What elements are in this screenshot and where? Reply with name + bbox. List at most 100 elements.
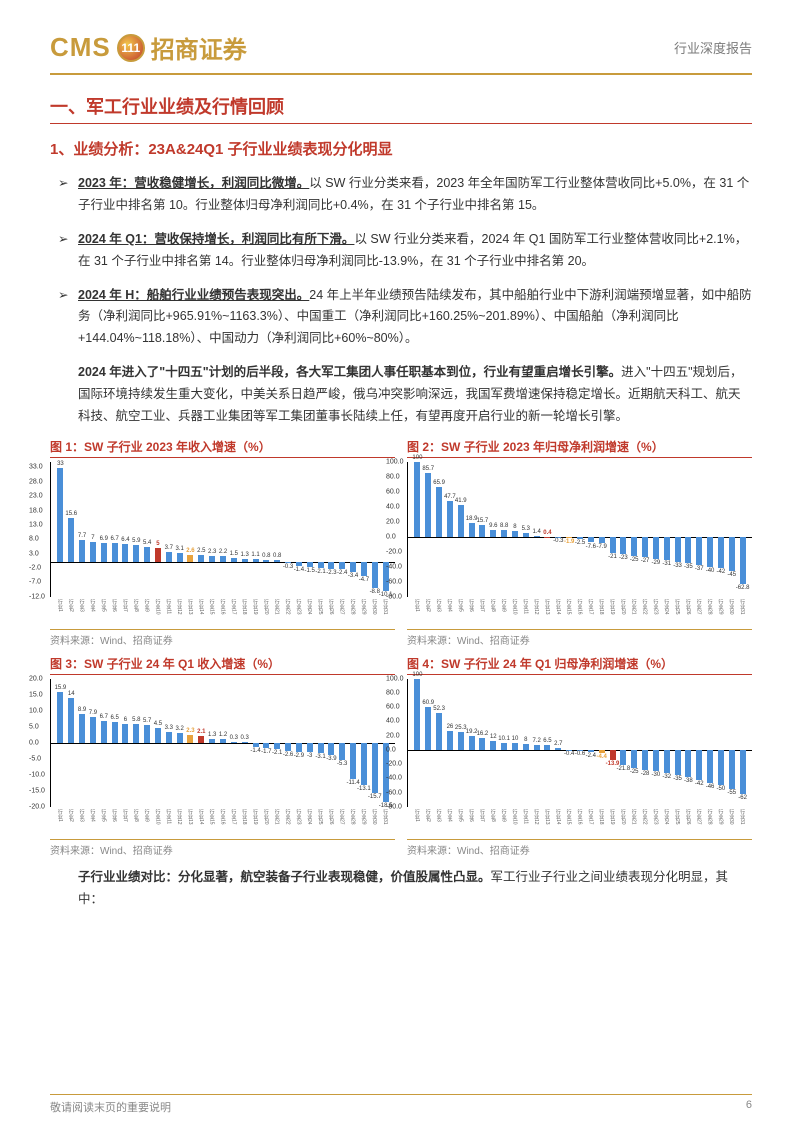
chart-bar: [177, 553, 183, 562]
x-category-label: 行业7: [479, 809, 486, 839]
chart-bar: [296, 743, 302, 752]
x-category-label: 行业19: [609, 809, 616, 839]
x-category-label: 行业17: [587, 599, 594, 629]
chart-bar: [696, 537, 702, 565]
bar-value-label: -1.4: [294, 567, 304, 573]
chart-bar: [187, 735, 193, 742]
x-category-label: 行业24: [663, 809, 670, 839]
bar-value-label: 2.3: [208, 549, 216, 555]
x-category-label: 行业5: [457, 809, 464, 839]
x-category-label: 行业1: [414, 599, 421, 629]
bar-value-label: -25: [630, 769, 639, 775]
logo-badge-icon: 111: [117, 34, 145, 62]
chart-bar: [253, 743, 259, 747]
bullet-item: 2024 年 H：船舶行业业绩预告表现突出。24 年上半年业绩预告陆续发布，其中…: [78, 285, 752, 351]
x-category-label: 行业22: [285, 809, 292, 839]
chart-bar: [707, 537, 713, 567]
bar-value-label: 3.2: [175, 726, 183, 732]
x-category-label: 行业30: [728, 599, 735, 629]
bar-value-label: 33: [57, 461, 64, 467]
x-category-label: 行业27: [339, 599, 346, 629]
x-category-label: 行业28: [707, 809, 714, 839]
chart-bar: [328, 743, 334, 755]
bar-value-label: 41.9: [455, 498, 467, 504]
chart-bar: [685, 750, 691, 777]
chart-bar: [242, 559, 248, 563]
x-category-label: 行业18: [598, 809, 605, 839]
bar-value-label: 1.5: [230, 551, 238, 557]
x-category-label: 行业9: [501, 809, 508, 839]
chart-4-source: 资料来源：Wind、招商证券: [407, 839, 752, 857]
x-category-label: 行业11: [165, 809, 172, 839]
bar-value-label: 0.4: [543, 530, 551, 536]
chart-bar: [696, 750, 702, 780]
x-category-label: 行业20: [263, 599, 270, 629]
chart-bar: [588, 750, 594, 752]
x-category-label: 行业21: [274, 809, 281, 839]
bar-value-label: -3.9: [326, 756, 336, 762]
chart-bar: [209, 739, 215, 743]
bar-value-label: 8: [524, 737, 527, 743]
bar-value-label: -2.4: [337, 570, 347, 576]
bar-value-label: 15.9: [55, 685, 67, 691]
bar-value-label: -55: [727, 790, 736, 796]
bar-value-label: 1.1: [251, 552, 259, 558]
x-category-label: 行业16: [220, 599, 227, 629]
bar-value-label: 100: [412, 672, 422, 678]
chart-bar: [101, 721, 107, 742]
bullet-lead: 2024 年 Q1：营收保持增长，利润同比有所下滑。: [78, 232, 354, 246]
bar-value-label: -50: [717, 786, 726, 792]
bar-value-label: 7: [91, 535, 94, 541]
chart-bar: [112, 543, 118, 562]
x-category-label: 行业26: [685, 809, 692, 839]
x-category-label: 行业8: [133, 599, 140, 629]
chart-3: 图 3：SW 子行业 24 年 Q1 收入增速（%） -20.0-15.0-10…: [50, 655, 395, 857]
chart-2: 图 2：SW 子行业 2023 年归母净利润增速（%） -80.0-60.0-4…: [407, 438, 752, 647]
x-category-label: 行业6: [468, 599, 475, 629]
bar-value-label: -5.3: [337, 761, 347, 767]
x-category-label: 行业25: [674, 809, 681, 839]
doc-type-label: 行业深度报告: [674, 38, 752, 57]
x-category-label: 行业11: [522, 599, 529, 629]
bar-value-label: 5.9: [132, 538, 140, 544]
x-category-label: 行业7: [479, 599, 486, 629]
bar-value-label: 2.6: [186, 548, 194, 554]
bar-value-label: 1.3: [241, 552, 249, 558]
x-category-label: 行业3: [79, 809, 86, 839]
bar-value-label: 60.9: [422, 700, 434, 706]
bar-value-label: 7.9: [89, 710, 97, 716]
bar-value-label: -35: [684, 564, 693, 570]
chart-bar: [122, 724, 128, 743]
x-category-label: 行业28: [350, 809, 357, 839]
bar-value-label: -4.4: [597, 754, 607, 760]
x-category-label: 行业30: [728, 809, 735, 839]
bar-value-label: -62: [738, 795, 747, 801]
bar-value-label: 4.5: [154, 721, 162, 727]
chart-bar: [231, 558, 237, 562]
logo-cn: 招商证券: [151, 30, 247, 65]
x-category-label: 行业17: [230, 599, 237, 629]
x-category-label: 行业15: [209, 809, 216, 839]
chart-bar: [729, 750, 735, 789]
x-category-label: 行业11: [522, 809, 529, 839]
bar-value-label: 14: [68, 691, 75, 697]
x-category-label: 行业6: [468, 809, 475, 839]
x-category-label: 行业22: [642, 599, 649, 629]
x-category-label: 行业7: [122, 809, 129, 839]
x-category-label: 行业8: [133, 809, 140, 839]
chart-bar: [112, 722, 118, 743]
chart-bar: [79, 714, 85, 742]
chart-bar: [620, 537, 626, 554]
x-category-label: 行业29: [360, 809, 367, 839]
chart-3-canvas: -20.0-15.0-10.0-5.00.05.010.015.020.015.…: [50, 679, 395, 807]
bar-value-label: -28: [641, 771, 650, 777]
x-category-label: 行业4: [89, 809, 96, 839]
chart-bar: [479, 525, 485, 537]
chart-bar: [490, 530, 496, 537]
x-category-label: 行业18: [598, 599, 605, 629]
bar-value-label: 6: [124, 717, 127, 723]
bar-value-label: 5.8: [132, 717, 140, 723]
chart-3-title: 图 3：SW 子行业 24 年 Q1 收入增速（%）: [50, 655, 395, 675]
chart-bar: [307, 562, 313, 566]
bar-value-label: -2.1: [272, 750, 282, 756]
